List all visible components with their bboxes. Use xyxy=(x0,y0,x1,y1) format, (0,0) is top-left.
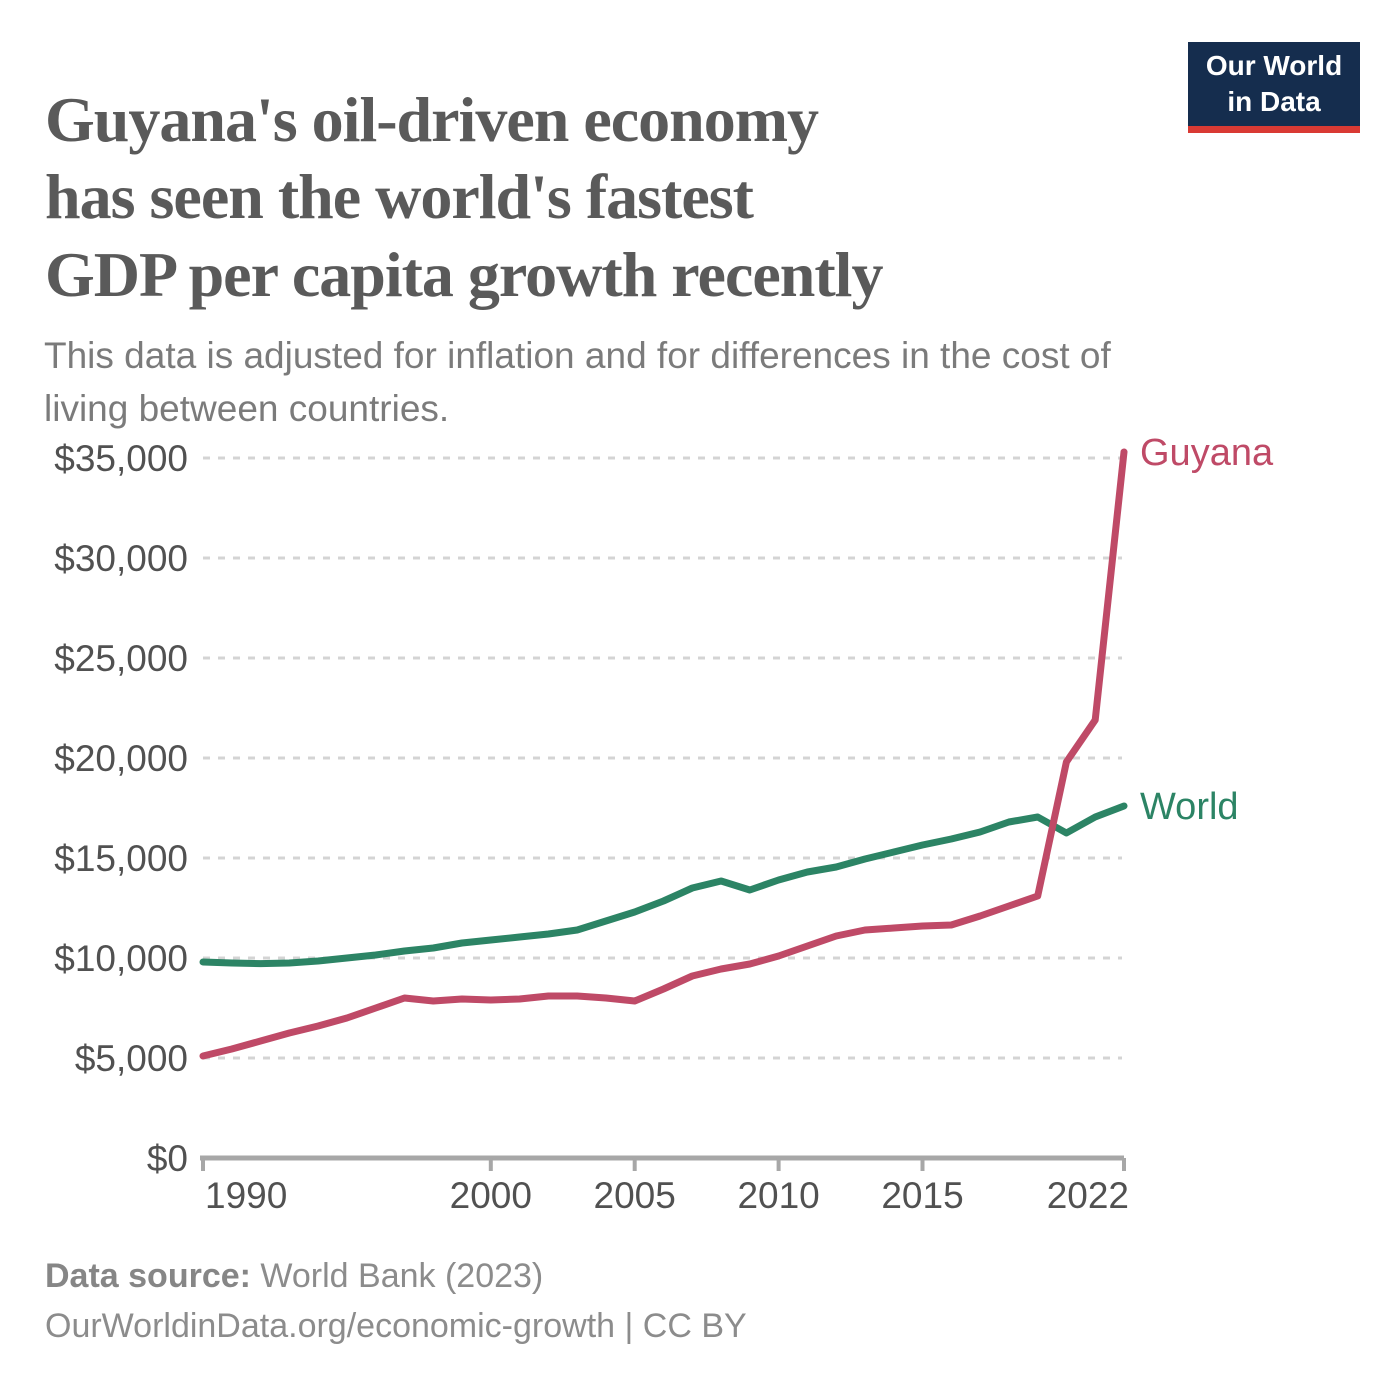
data-source-line: Data source: World Bank (2023) xyxy=(45,1252,1245,1302)
y-axis-label: $35,000 xyxy=(54,438,188,479)
chart-title-line: Guyana's oil-driven economy xyxy=(45,83,819,155)
x-axis-label: 2015 xyxy=(881,1175,963,1216)
x-axis-label: 1990 xyxy=(205,1175,287,1216)
chart-title-line: GDP per capita growth recently xyxy=(45,238,883,310)
owid-logo: Our World in Data xyxy=(1188,42,1360,133)
y-axis-label: $5,000 xyxy=(75,1038,188,1079)
series-label-world: World xyxy=(1140,786,1239,828)
data-source-label: Data source: xyxy=(45,1257,251,1295)
chart-footer: Data source: World Bank (2023) OurWorldi… xyxy=(45,1252,1245,1352)
owid-logo-line: in Data xyxy=(1227,86,1321,117)
y-axis-label: $0 xyxy=(147,1138,188,1179)
series-label-guyana: Guyana xyxy=(1140,432,1274,474)
series-line-guyana xyxy=(199,448,1128,1060)
y-axis-label: $10,000 xyxy=(54,938,188,979)
y-axis-label: $15,000 xyxy=(54,838,188,879)
chart-title: Guyana's oil-driven economy has seen the… xyxy=(45,81,1165,313)
y-axis-label: $25,000 xyxy=(54,638,188,679)
x-axis-label: 2010 xyxy=(737,1175,819,1216)
chart-subtitle-line: This data is adjusted for inflation and … xyxy=(44,335,1111,376)
data-source-value: World Bank (2023) xyxy=(250,1257,544,1295)
x-axis-label: 2022 xyxy=(1047,1175,1129,1216)
owid-logo-line: Our World xyxy=(1205,50,1343,82)
chart-subtitle-line: living between countries. xyxy=(44,387,450,429)
chart-subtitle: This data is adjusted for inflation and … xyxy=(44,330,1344,435)
x-axis-label: 2000 xyxy=(450,1175,532,1216)
license-line: OurWorldinData.org/economic-growth | CC … xyxy=(45,1306,747,1345)
series-line-world xyxy=(199,802,1128,968)
chart-title-line: has seen the world's fastest xyxy=(45,161,754,233)
y-axis-label: $30,000 xyxy=(54,538,188,579)
y-axis-label: $20,000 xyxy=(54,738,188,779)
x-axis-label: 2005 xyxy=(594,1175,676,1216)
